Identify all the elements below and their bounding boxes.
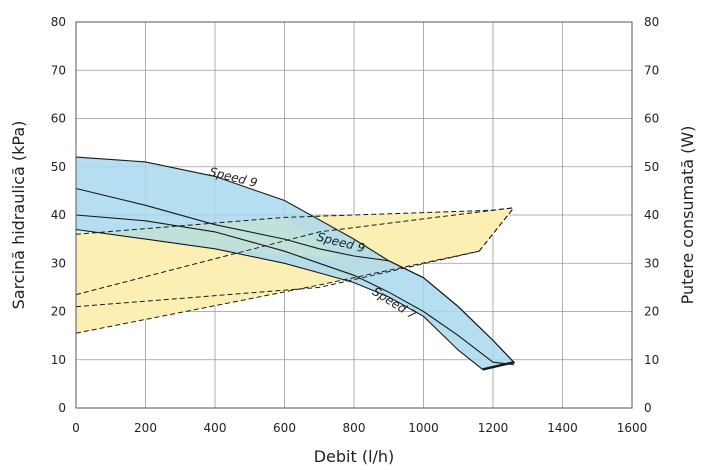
head-curve xyxy=(75,228,483,370)
x-tick-label: 200 xyxy=(134,421,157,435)
y-right-axis-title: Putere consumată (W) xyxy=(678,126,697,305)
y-left-tick-label: 0 xyxy=(58,401,66,415)
head-curve xyxy=(75,187,515,363)
y-left-tick-label: 40 xyxy=(51,208,66,222)
x-tick-label: 0 xyxy=(72,421,80,435)
y-left-tick-label: 30 xyxy=(51,256,66,270)
y-right-tick-label: 60 xyxy=(644,112,659,126)
y-right-tick-labels: 0 10 20 30 40 50 60 70 80 xyxy=(644,15,659,415)
power-curve xyxy=(75,207,514,296)
y-left-tick-label: 80 xyxy=(51,15,66,29)
head-curve xyxy=(75,214,514,366)
x-tick-label: 1000 xyxy=(408,421,439,435)
y-left-tick-label: 10 xyxy=(51,353,66,367)
y-left-tick-label: 50 xyxy=(51,160,66,174)
x-tick-label: 1600 xyxy=(617,421,648,435)
x-tick-label: 800 xyxy=(343,421,366,435)
y-left-tick-label: 20 xyxy=(51,305,66,319)
x-tick-label: 600 xyxy=(273,421,296,435)
head-curve-end xyxy=(482,360,515,371)
power-curve xyxy=(75,250,480,334)
y-right-tick-label: 20 xyxy=(644,305,659,319)
y-right-tick-label: 30 xyxy=(644,256,659,270)
y-right-tick-label: 40 xyxy=(644,208,659,222)
head-curves xyxy=(75,156,515,371)
y-left-tick-label: 70 xyxy=(51,63,66,77)
x-tick-labels: 0 200 400 600 800 1000 1200 1400 1600 xyxy=(72,421,647,435)
head-area-fill xyxy=(76,157,514,370)
x-tick-label: 400 xyxy=(204,421,227,435)
y-left-tick-labels: 0 10 20 30 40 50 60 70 80 xyxy=(51,15,66,415)
y-right-tick-label: 0 xyxy=(644,401,652,415)
x-tick-label: 1400 xyxy=(547,421,578,435)
power-curve-edge xyxy=(478,207,515,252)
y-right-tick-label: 80 xyxy=(644,15,659,29)
x-axis-title: Debit (l/h) xyxy=(314,447,395,466)
y-left-axis-title: Sarcină hidraulică (kPa) xyxy=(9,121,28,310)
y-right-tick-label: 10 xyxy=(644,353,659,367)
y-left-tick-label: 60 xyxy=(51,112,66,126)
y-right-tick-label: 70 xyxy=(644,63,659,77)
x-tick-label: 1200 xyxy=(478,421,509,435)
plot-frame xyxy=(75,21,633,409)
y-right-tick-label: 50 xyxy=(644,160,659,174)
